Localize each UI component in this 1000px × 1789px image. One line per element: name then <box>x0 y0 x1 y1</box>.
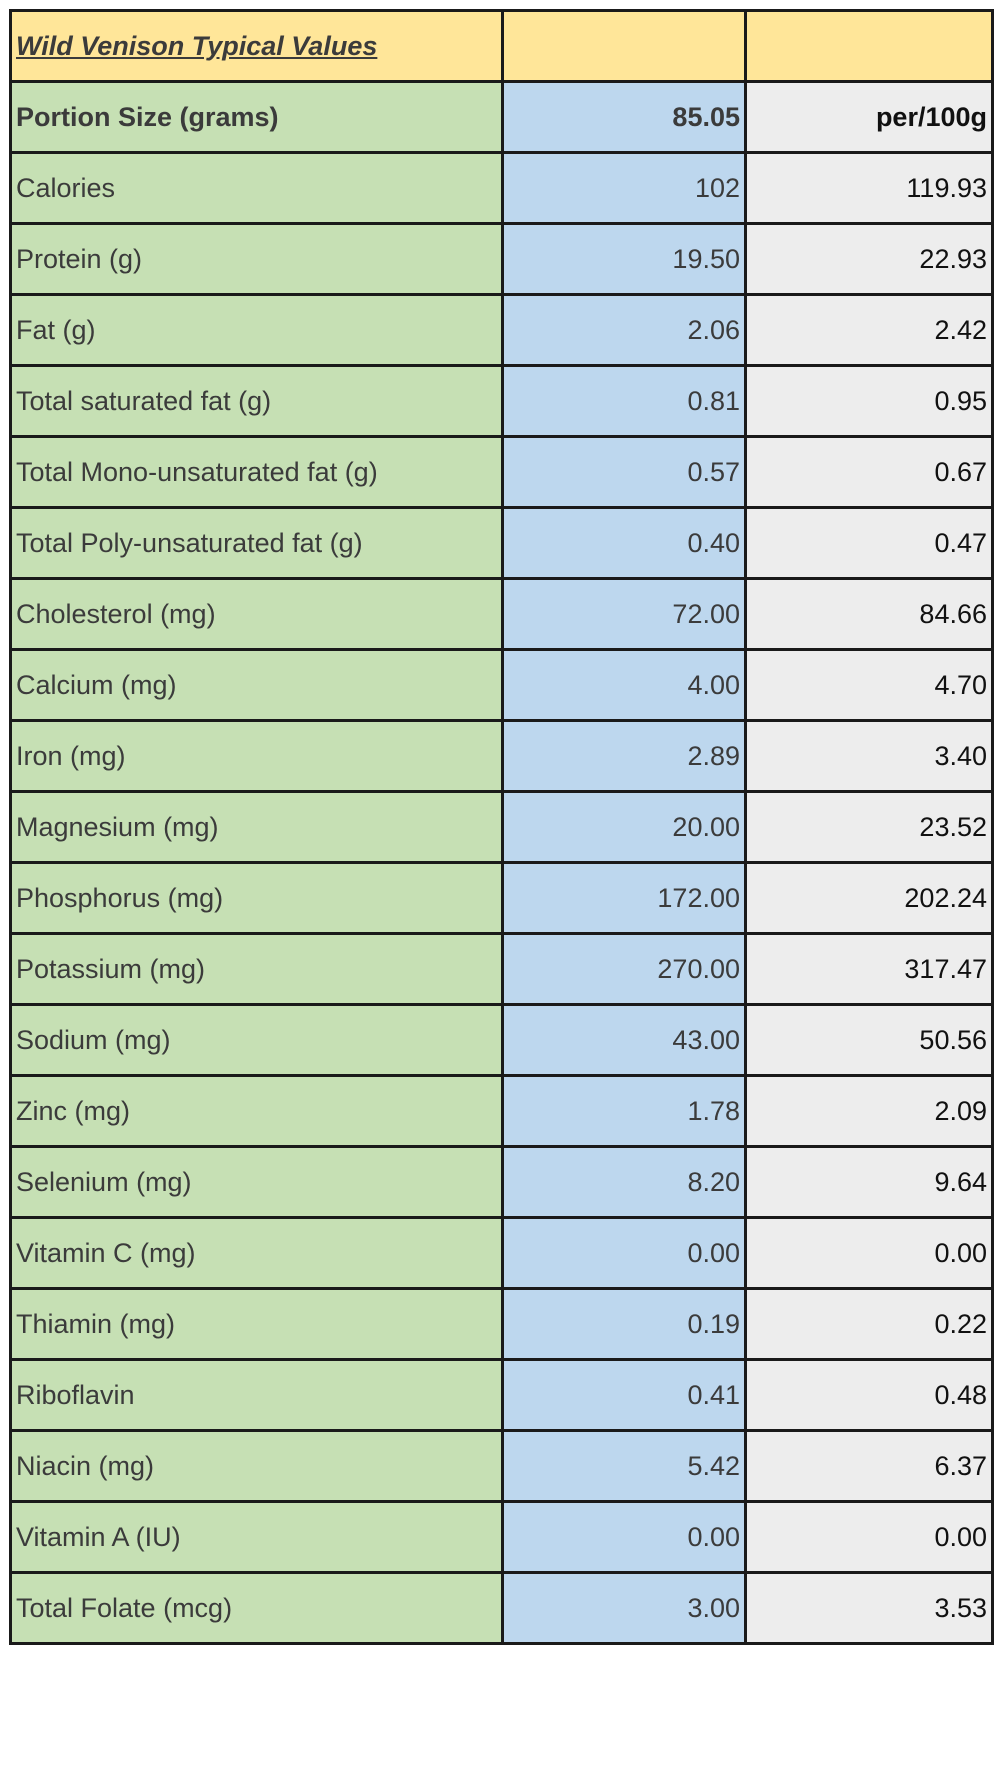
portion-value: 8.20 <box>501 1145 747 1219</box>
nutrient-label: Phosphorus (mg) <box>9 861 504 935</box>
nutrient-label: Vitamin A (IU) <box>9 1500 504 1574</box>
table-row: Phosphorus (mg) 172.00 202.24 <box>9 861 994 935</box>
portion-value: 72.00 <box>501 577 747 651</box>
portion-value: 2.89 <box>501 719 747 793</box>
per-100g-value: 6.37 <box>744 1429 994 1503</box>
nutrient-label: Total saturated fat (g) <box>9 364 504 438</box>
portion-value: 4.00 <box>501 648 747 722</box>
portion-value: 3.00 <box>501 1571 747 1645</box>
per-100g-value: 50.56 <box>744 1003 994 1077</box>
per-100g-value: 0.95 <box>744 364 994 438</box>
table-row: Magnesium (mg) 20.00 23.52 <box>9 790 994 864</box>
per-100g-value: 3.53 <box>744 1571 994 1645</box>
per-100g-value: 0.00 <box>744 1216 994 1290</box>
nutrient-label: Selenium (mg) <box>9 1145 504 1219</box>
per-100g-value: 0.48 <box>744 1358 994 1432</box>
table-row: Iron (mg) 2.89 3.40 <box>9 719 994 793</box>
table-row: Sodium (mg) 43.00 50.56 <box>9 1003 994 1077</box>
table-row: Total Folate (mcg) 3.00 3.53 <box>9 1571 994 1645</box>
portion-value: 270.00 <box>501 932 747 1006</box>
nutrient-label: Calories <box>9 151 504 225</box>
nutrient-label: Zinc (mg) <box>9 1074 504 1148</box>
table-title: Wild Venison Typical Values <box>9 9 504 83</box>
table-row: Vitamin A (IU) 0.00 0.00 <box>9 1500 994 1574</box>
per-100g-value: 4.70 <box>744 648 994 722</box>
portion-value: 43.00 <box>501 1003 747 1077</box>
table-row: Total saturated fat (g) 0.81 0.95 <box>9 364 994 438</box>
nutrient-label: Sodium (mg) <box>9 1003 504 1077</box>
per-100g-value: 0.47 <box>744 506 994 580</box>
table-row: Riboflavin 0.41 0.48 <box>9 1358 994 1432</box>
per-100g-value: 202.24 <box>744 861 994 935</box>
nutrient-label: Total Folate (mcg) <box>9 1571 504 1645</box>
per-100g-value: 3.40 <box>744 719 994 793</box>
nutrient-label: Magnesium (mg) <box>9 790 504 864</box>
portion-value: 0.19 <box>501 1287 747 1361</box>
per-100g-value: 84.66 <box>744 577 994 651</box>
nutrient-label: Cholesterol (mg) <box>9 577 504 651</box>
table-row: Calcium (mg) 4.00 4.70 <box>9 648 994 722</box>
per-100g-value: 9.64 <box>744 1145 994 1219</box>
nutrient-label: Niacin (mg) <box>9 1429 504 1503</box>
portion-value: 0.41 <box>501 1358 747 1432</box>
table-row: Total Poly-unsaturated fat (g) 0.40 0.47 <box>9 506 994 580</box>
table-row: Total Mono-unsaturated fat (g) 0.57 0.67 <box>9 435 994 509</box>
per-100g-value: 119.93 <box>744 151 994 225</box>
table-row: Cholesterol (mg) 72.00 84.66 <box>9 577 994 651</box>
table-row: Selenium (mg) 8.20 9.64 <box>9 1145 994 1219</box>
per-100g-value: 2.09 <box>744 1074 994 1148</box>
nutrient-label: Fat (g) <box>9 293 504 367</box>
table-row: Zinc (mg) 1.78 2.09 <box>9 1074 994 1148</box>
nutrition-table: Wild Venison Typical Values Portion Size… <box>9 9 994 1645</box>
portion-value: 19.50 <box>501 222 747 296</box>
portion-value: 0.00 <box>501 1216 747 1290</box>
portion-value: 20.00 <box>501 790 747 864</box>
nutrient-label: Riboflavin <box>9 1358 504 1432</box>
per-100g-header: per/100g <box>744 80 994 154</box>
title-blank-cell <box>501 9 747 83</box>
title-blank-cell <box>744 9 994 83</box>
table-row: Vitamin C (mg) 0.00 0.00 <box>9 1216 994 1290</box>
title-row: Wild Venison Typical Values <box>9 9 994 83</box>
table-row: Thiamin (mg) 0.19 0.22 <box>9 1287 994 1361</box>
portion-value: 172.00 <box>501 861 747 935</box>
table-row: Calories 102 119.93 <box>9 151 994 225</box>
per-100g-value: 23.52 <box>744 790 994 864</box>
per-100g-value: 2.42 <box>744 293 994 367</box>
portion-size-value: 85.05 <box>501 80 747 154</box>
portion-value: 5.42 <box>501 1429 747 1503</box>
nutrient-label: Iron (mg) <box>9 719 504 793</box>
nutrient-label: Total Mono-unsaturated fat (g) <box>9 435 504 509</box>
table-row: Fat (g) 2.06 2.42 <box>9 293 994 367</box>
nutrient-label: Potassium (mg) <box>9 932 504 1006</box>
table-row: Potassium (mg) 270.00 317.47 <box>9 932 994 1006</box>
table-row: Protein (g) 19.50 22.93 <box>9 222 994 296</box>
portion-value: 102 <box>501 151 747 225</box>
portion-value: 0.40 <box>501 506 747 580</box>
nutrient-label: Calcium (mg) <box>9 648 504 722</box>
portion-value: 0.57 <box>501 435 747 509</box>
nutrient-label: Thiamin (mg) <box>9 1287 504 1361</box>
per-100g-value: 0.67 <box>744 435 994 509</box>
portion-size-row: Portion Size (grams) 85.05 per/100g <box>9 80 994 154</box>
portion-value: 1.78 <box>501 1074 747 1148</box>
portion-value: 2.06 <box>501 293 747 367</box>
nutrient-label: Vitamin C (mg) <box>9 1216 504 1290</box>
per-100g-value: 317.47 <box>744 932 994 1006</box>
per-100g-value: 0.00 <box>744 1500 994 1574</box>
per-100g-value: 0.22 <box>744 1287 994 1361</box>
per-100g-value: 22.93 <box>744 222 994 296</box>
nutrient-label: Total Poly-unsaturated fat (g) <box>9 506 504 580</box>
portion-value: 0.81 <box>501 364 747 438</box>
portion-size-label: Portion Size (grams) <box>9 80 504 154</box>
nutrient-label: Protein (g) <box>9 222 504 296</box>
portion-value: 0.00 <box>501 1500 747 1574</box>
table-row: Niacin (mg) 5.42 6.37 <box>9 1429 994 1503</box>
